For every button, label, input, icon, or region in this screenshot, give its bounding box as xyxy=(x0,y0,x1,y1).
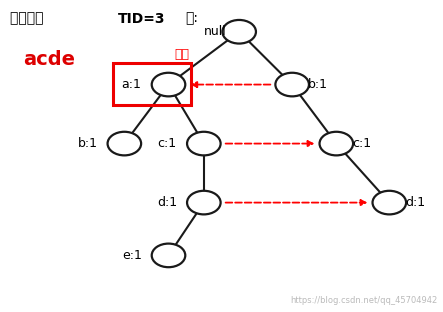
Text: c:1: c:1 xyxy=(352,137,372,150)
Text: 读入事务: 读入事务 xyxy=(10,12,47,26)
Circle shape xyxy=(373,191,406,214)
Circle shape xyxy=(276,73,309,96)
Text: b:1: b:1 xyxy=(308,78,328,91)
Circle shape xyxy=(222,20,256,44)
Circle shape xyxy=(319,132,353,155)
Text: d:1: d:1 xyxy=(405,196,425,209)
Text: d:1: d:1 xyxy=(157,196,177,209)
Text: TID=3: TID=3 xyxy=(118,12,165,26)
Circle shape xyxy=(187,191,221,214)
Text: a:1: a:1 xyxy=(121,78,141,91)
Circle shape xyxy=(152,73,185,96)
Text: 前缀: 前缀 xyxy=(174,48,189,61)
Text: acde: acde xyxy=(23,51,75,69)
Text: 后:: 后: xyxy=(185,12,198,26)
Text: https://blog.csdn.net/qq_45704942: https://blog.csdn.net/qq_45704942 xyxy=(291,296,438,305)
Text: null: null xyxy=(203,25,226,38)
Circle shape xyxy=(152,244,185,267)
Bar xyxy=(113,63,190,105)
Text: c:1: c:1 xyxy=(158,137,177,150)
Text: e:1: e:1 xyxy=(122,249,142,262)
Circle shape xyxy=(187,132,221,155)
Circle shape xyxy=(108,132,141,155)
Text: b:1: b:1 xyxy=(78,137,98,150)
